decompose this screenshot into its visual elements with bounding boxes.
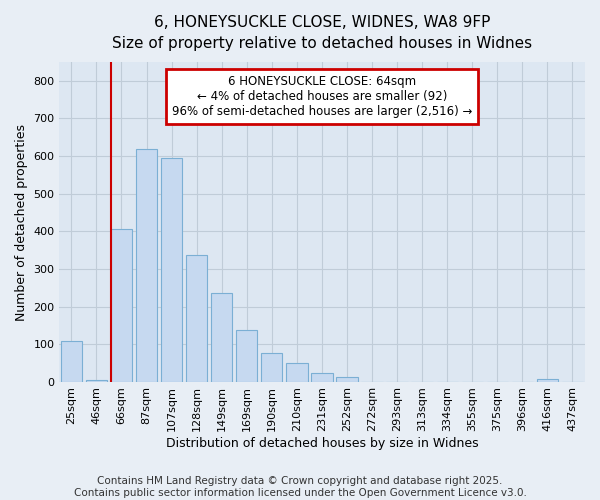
Bar: [186, 255, 207, 382]
Bar: [111, 229, 132, 382]
X-axis label: Distribution of detached houses by size in Widnes: Distribution of detached houses by size …: [166, 437, 478, 450]
Bar: [337, 376, 358, 382]
Title: 6, HONEYSUCKLE CLOSE, WIDNES, WA8 9FP
Size of property relative to detached hous: 6, HONEYSUCKLE CLOSE, WIDNES, WA8 9FP Si…: [112, 15, 532, 51]
Bar: [211, 293, 232, 382]
Bar: [261, 353, 283, 382]
Text: 6 HONEYSUCKLE CLOSE: 64sqm
← 4% of detached houses are smaller (92)
96% of semi-: 6 HONEYSUCKLE CLOSE: 64sqm ← 4% of detac…: [172, 74, 472, 118]
Y-axis label: Number of detached properties: Number of detached properties: [15, 124, 28, 320]
Bar: [161, 158, 182, 382]
Bar: [136, 148, 157, 382]
Bar: [61, 340, 82, 382]
Bar: [311, 372, 332, 382]
Text: Contains HM Land Registry data © Crown copyright and database right 2025.
Contai: Contains HM Land Registry data © Crown c…: [74, 476, 526, 498]
Bar: [86, 380, 107, 382]
Bar: [236, 330, 257, 382]
Bar: [286, 364, 308, 382]
Bar: [537, 379, 558, 382]
